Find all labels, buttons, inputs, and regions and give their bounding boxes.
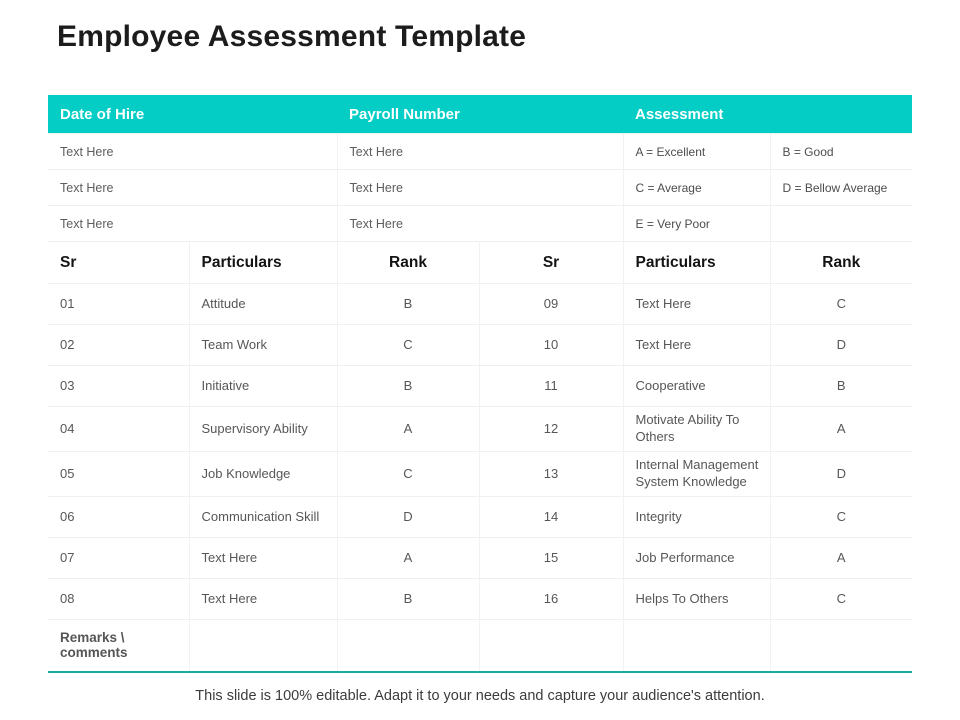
assessment-table: Date of Hire Payroll Number Assessment T… <box>48 95 913 673</box>
particulars-cell: Text Here <box>623 283 771 325</box>
rank-cell: D <box>337 496 480 538</box>
sr-cell: 02 <box>48 324 190 366</box>
rank-cell: A <box>337 406 480 452</box>
rank-cell: B <box>770 365 913 407</box>
date-of-hire-value: Text Here <box>48 205 338 242</box>
sr-cell: 08 <box>48 578 190 620</box>
remarks-empty-cell <box>189 619 338 672</box>
particulars-cell: Job Performance <box>623 537 771 579</box>
sr-cell: 14 <box>479 496 624 538</box>
sr-cell: 13 <box>479 451 624 497</box>
header-date-of-hire: Date of Hire <box>48 95 337 134</box>
remarks-row: Remarks \ comments <box>48 619 913 672</box>
header-assessment: Assessment <box>623 95 913 134</box>
rank-cell: C <box>770 578 913 620</box>
table-row: 06 Communication Skill D 14 Integrity C <box>48 496 913 538</box>
date-of-hire-value: Text Here <box>48 133 338 170</box>
col-header-particulars-left: Particulars <box>189 241 338 284</box>
particulars-cell: Attitude <box>189 283 338 325</box>
sr-cell: 03 <box>48 365 190 407</box>
info-row: Text Here Text Here E = Very Poor <box>48 205 913 242</box>
sr-cell: 16 <box>479 578 624 620</box>
legend-b-good: B = Good <box>770 133 913 170</box>
table-row: 01 Attitude B 09 Text Here C <box>48 283 913 325</box>
grid-header-row: Sr Particulars Rank Sr Particulars Rank <box>48 241 913 284</box>
particulars-cell: Job Knowledge <box>189 451 338 497</box>
sr-cell: 11 <box>479 365 624 407</box>
sr-cell: 01 <box>48 283 190 325</box>
particulars-cell: Initiative <box>189 365 338 407</box>
col-header-rank-left: Rank <box>337 241 480 284</box>
sr-cell: 04 <box>48 406 190 452</box>
rank-cell: B <box>337 578 480 620</box>
header-payroll-number: Payroll Number <box>337 95 623 134</box>
slide-footer-note: This slide is 100% editable. Adapt it to… <box>195 688 765 704</box>
rank-cell: C <box>337 451 480 497</box>
date-of-hire-value: Text Here <box>48 169 338 206</box>
slide-title: Employee Assessment Template <box>57 20 527 53</box>
particulars-cell: Team Work <box>189 324 338 366</box>
particulars-cell: Helps To Others <box>623 578 771 620</box>
col-header-rank-right: Rank <box>770 241 913 284</box>
particulars-cell: Communication Skill <box>189 496 338 538</box>
legend-empty <box>770 205 913 242</box>
col-header-sr-left: Sr <box>48 241 190 284</box>
rank-cell: C <box>770 496 913 538</box>
rank-cell: B <box>337 365 480 407</box>
rank-cell: A <box>770 406 913 452</box>
table-row: 07 Text Here A 15 Job Performance A <box>48 537 913 579</box>
remarks-label: Remarks \ comments <box>48 619 190 672</box>
payroll-number-value: Text Here <box>337 169 624 206</box>
remarks-empty-cell <box>479 619 624 672</box>
sr-cell: 07 <box>48 537 190 579</box>
particulars-cell: Supervisory Ability <box>189 406 338 452</box>
rank-cell: C <box>337 324 480 366</box>
payroll-number-value: Text Here <box>337 205 624 242</box>
col-header-particulars-right: Particulars <box>623 241 771 284</box>
rank-cell: D <box>770 324 913 366</box>
table-row: 05 Job Knowledge C 13 Internal Managemen… <box>48 451 913 497</box>
sr-cell: 06 <box>48 496 190 538</box>
particulars-cell: Text Here <box>189 537 338 579</box>
sr-cell: 12 <box>479 406 624 452</box>
info-row: Text Here Text Here A = Excellent B = Go… <box>48 133 913 170</box>
col-header-sr-right: Sr <box>479 241 624 284</box>
info-row: Text Here Text Here C = Average D = Bell… <box>48 169 913 206</box>
particulars-cell: Motivate Ability To Others <box>623 406 771 452</box>
legend-c-average: C = Average <box>623 169 771 206</box>
rank-cell: C <box>770 283 913 325</box>
particulars-cell: Cooperative <box>623 365 771 407</box>
sr-cell: 10 <box>479 324 624 366</box>
remarks-empty-cell <box>337 619 480 672</box>
sr-cell: 15 <box>479 537 624 579</box>
table-row: 08 Text Here B 16 Helps To Others C <box>48 578 913 620</box>
legend-a-excellent: A = Excellent <box>623 133 771 170</box>
payroll-number-value: Text Here <box>337 133 624 170</box>
legend-d-bellow-average: D = Bellow Average <box>770 169 913 206</box>
particulars-cell: Text Here <box>623 324 771 366</box>
rank-cell: A <box>770 537 913 579</box>
table-header-row: Date of Hire Payroll Number Assessment <box>48 95 913 134</box>
table-row: 03 Initiative B 11 Cooperative B <box>48 365 913 407</box>
remarks-empty-cell <box>770 619 913 672</box>
rank-cell: A <box>337 537 480 579</box>
particulars-cell: Internal Management System Knowledge <box>623 451 771 497</box>
table-row: 04 Supervisory Ability A 12 Motivate Abi… <box>48 406 913 452</box>
table-row: 02 Team Work C 10 Text Here D <box>48 324 913 366</box>
legend-e-very-poor: E = Very Poor <box>623 205 771 242</box>
sr-cell: 05 <box>48 451 190 497</box>
rank-cell: B <box>337 283 480 325</box>
rank-cell: D <box>770 451 913 497</box>
particulars-cell: Integrity <box>623 496 771 538</box>
remarks-empty-cell <box>623 619 771 672</box>
particulars-cell: Text Here <box>189 578 338 620</box>
sr-cell: 09 <box>479 283 624 325</box>
